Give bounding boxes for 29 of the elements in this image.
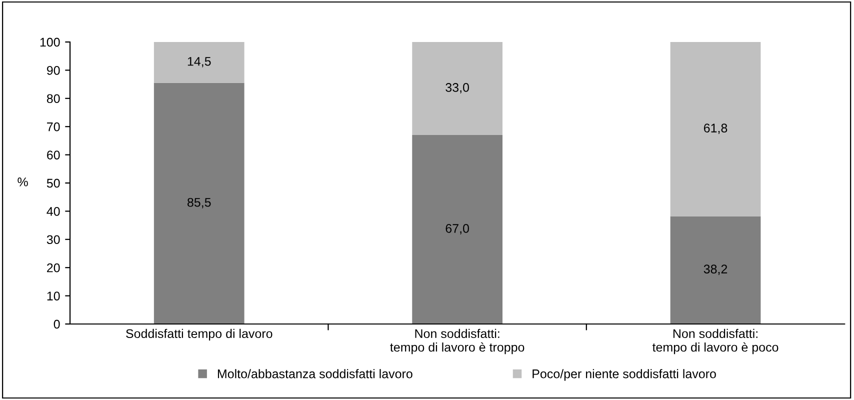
- bar: [670, 216, 761, 324]
- bar: [154, 42, 244, 83]
- y-tick-label: 40: [46, 207, 60, 216]
- bar: [670, 42, 761, 216]
- data-label: 14,5: [188, 57, 211, 68]
- legend-label: Molto/abbastanza soddisfatti lavoro: [218, 369, 412, 378]
- data-label: 61,8: [704, 124, 728, 134]
- y-tick-label: 60: [47, 150, 60, 160]
- bar: [412, 42, 502, 136]
- y-tick-label: 50: [46, 178, 60, 188]
- bar: [412, 135, 502, 324]
- data-label: 67,0: [446, 224, 469, 234]
- data-label: 33,0: [446, 83, 469, 94]
- data-label: 85,5: [188, 198, 211, 208]
- y-tick-label: 30: [46, 235, 60, 244]
- legend-label: Poco/per niente soddisfatti lavoro: [532, 369, 716, 381]
- y-tick-label: 80: [46, 94, 60, 104]
- y-tick-label: 20: [47, 263, 60, 272]
- x-tick-label: Soddisfatti tempo di lavoro: [126, 328, 272, 341]
- x-tick-label: Non soddisfatti: tempo di lavoro è poco: [652, 328, 778, 354]
- bar: [154, 82, 244, 324]
- y-axis-title: %: [18, 178, 28, 186]
- data-label: 38,2: [704, 264, 728, 275]
- y-tick-label: 70: [47, 122, 60, 132]
- x-tick-label: Non soddisfatti: tempo di lavoro è troppo: [390, 328, 524, 354]
- y-tick-label: 10: [47, 292, 60, 300]
- y-tick-label: 0: [54, 320, 60, 329]
- y-tick-label: 90: [46, 66, 60, 75]
- y-tick-label: 100: [40, 38, 60, 47]
